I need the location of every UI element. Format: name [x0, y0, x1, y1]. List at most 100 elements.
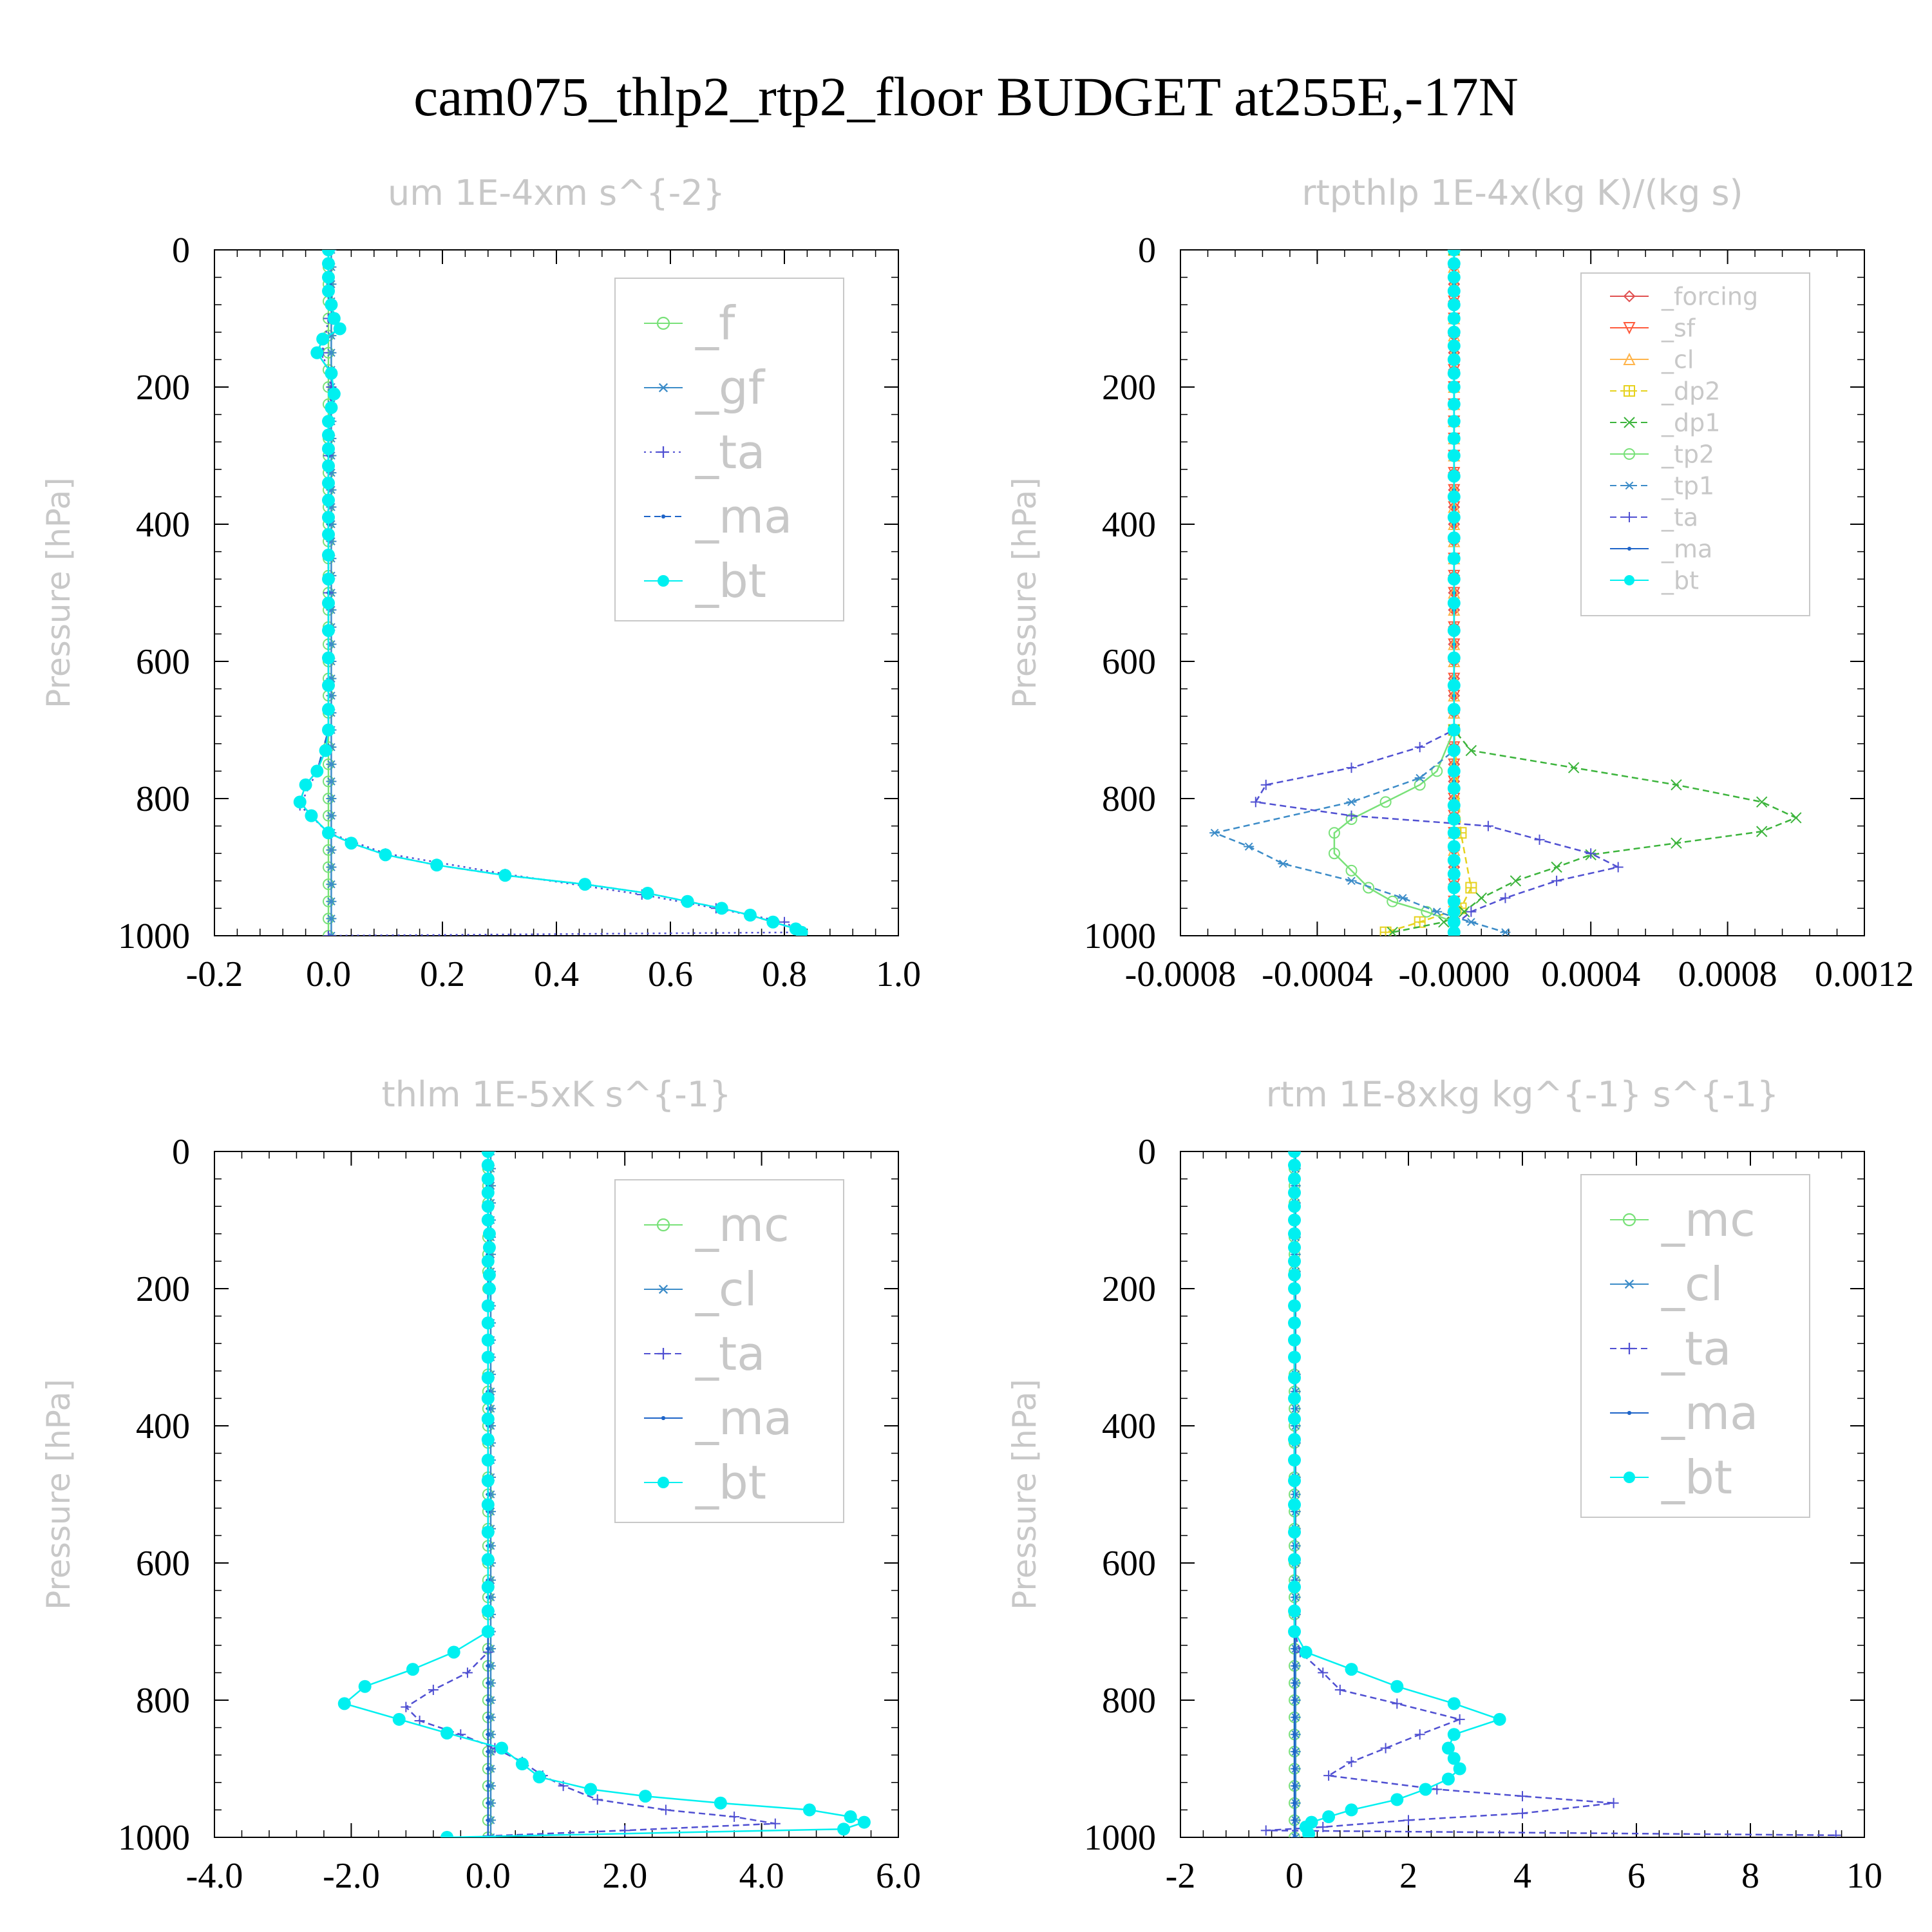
data-point-ta — [1500, 893, 1511, 904]
data-point-bt — [1288, 1474, 1301, 1488]
data-point-bt — [322, 826, 335, 840]
legend-label: _mc — [695, 1198, 790, 1252]
data-point-bt — [1288, 1580, 1301, 1594]
y-tick-label: 400 — [1102, 505, 1156, 545]
data-point-bt — [481, 1371, 495, 1385]
x-tick-label: 0.0008 — [1678, 954, 1777, 994]
data-point-bt — [1288, 1186, 1301, 1199]
data-point-bt — [1447, 925, 1461, 936]
data-point-bt — [714, 1796, 727, 1810]
data-point-ma — [486, 1681, 490, 1685]
legend-entry-mc: _mc — [1610, 1193, 1756, 1247]
data-point-bt — [1288, 1172, 1301, 1186]
data-point-bt — [1447, 744, 1461, 757]
panel-title: rtm 1E-8xkg kg^{-1} s^{-1} — [1266, 1074, 1779, 1115]
data-point-bt — [392, 1712, 406, 1726]
x-tick-label: -0.0004 — [1262, 954, 1373, 994]
y-tick-label: 600 — [136, 642, 190, 682]
panel-2: rtpthlp 1E-4x(kg K)/(kg s) Pressure [hPa]… — [1006, 173, 1914, 994]
data-point-bt — [1447, 1752, 1461, 1765]
data-point-bt — [322, 511, 335, 524]
data-point-dp1 — [1551, 861, 1562, 873]
data-point-bt — [1288, 1255, 1301, 1268]
legend: _mc _cl _ta _ma _bt — [614, 1179, 844, 1523]
series-group — [1209, 250, 1802, 936]
data-point-bt — [481, 1186, 495, 1199]
series-group — [1260, 1151, 1841, 1837]
data-point-ta — [1432, 1784, 1443, 1795]
data-point-bt — [322, 548, 335, 562]
data-point-bt — [1288, 1241, 1301, 1255]
legend-label: _sf — [1661, 314, 1696, 342]
data-point-ma — [486, 1647, 490, 1651]
y-axis-label: Pressure [hPa] — [1006, 477, 1043, 708]
data-point-bt — [1447, 431, 1461, 445]
data-point-bt — [1288, 1159, 1301, 1172]
panel-title: um 1E-4xm s^{-2} — [388, 173, 725, 213]
y-tick-label: 1000 — [1084, 1818, 1156, 1858]
data-point-bt — [481, 1213, 495, 1227]
data-point-bt — [1288, 1268, 1301, 1282]
data-point-tp1 — [1466, 918, 1477, 927]
main-title: cam075_thlp2_rtp2_floor BUDGET at255E,-1… — [413, 66, 1519, 128]
data-point-gf — [326, 777, 337, 786]
legend-label: _tp2 — [1661, 440, 1714, 468]
data-point-ta — [1414, 742, 1425, 753]
legend-label: _ta — [695, 425, 765, 479]
data-point-bt — [481, 1553, 495, 1566]
data-point-bt — [639, 1790, 652, 1803]
series-line-tp1 — [1211, 250, 1506, 933]
data-point-bt — [1288, 1498, 1301, 1511]
data-point-ta — [592, 1794, 603, 1805]
data-point-bt — [1447, 325, 1461, 339]
data-point-bt — [322, 703, 335, 716]
x-tick-label: 0.0012 — [1815, 954, 1914, 994]
data-point-bt — [481, 1526, 495, 1539]
legend-entry-cl: _cl — [1610, 1257, 1723, 1311]
data-point-tp2 — [1414, 779, 1426, 791]
data-point-ma — [486, 1801, 490, 1805]
data-point-bt — [305, 809, 318, 822]
data-point-bt — [447, 1645, 460, 1659]
data-point-ta — [1551, 875, 1562, 886]
legend-label: _ma — [1661, 1386, 1758, 1440]
legend-label: _dp2 — [1661, 377, 1720, 405]
data-point-bt — [1288, 1371, 1301, 1385]
legend-entry-bt: _bt — [1610, 566, 1699, 594]
data-point-gf — [326, 914, 337, 923]
data-point-dp2 — [1379, 926, 1392, 936]
legend-entry-dp2: _dp2 — [1610, 377, 1720, 405]
data-point-bt — [1288, 1392, 1301, 1405]
data-point-cl — [1290, 1833, 1301, 1837]
legend-box — [614, 1179, 844, 1523]
y-tick-label: 200 — [1102, 1269, 1156, 1309]
x-tick-label: 10 — [1846, 1856, 1882, 1896]
data-point-dp1 — [1438, 916, 1450, 928]
y-tick-label: 0 — [1138, 231, 1156, 270]
data-point-bt — [1447, 867, 1461, 881]
data-point-ma — [486, 1715, 490, 1719]
x-tick-label: 1.0 — [876, 954, 921, 994]
legend-label: _gf — [695, 361, 766, 415]
y-tick-label: 200 — [1102, 368, 1156, 408]
data-point-ma — [1293, 1784, 1296, 1788]
x-tick-label: 0.0004 — [1541, 954, 1640, 994]
data-point-bt — [1447, 552, 1461, 565]
data-point-ta — [1517, 1808, 1528, 1819]
data-point-bt — [322, 270, 335, 284]
legend-entry-dp1: _dp1 — [1610, 408, 1720, 437]
data-point-tp2 — [1431, 765, 1443, 777]
legend: _f _gf _ta _ma _bt — [614, 278, 844, 621]
legend-entry-mc: _mc — [644, 1198, 790, 1252]
data-point-bt — [1447, 826, 1461, 840]
y-tick-label: 800 — [1102, 1681, 1156, 1721]
data-point-bt — [1447, 312, 1461, 325]
data-point-bt — [498, 869, 512, 882]
data-point-bt — [310, 346, 324, 359]
y-tick-label: 0 — [172, 1132, 190, 1172]
y-axis-label: Pressure [hPa] — [40, 477, 77, 708]
data-point-bt — [293, 795, 307, 809]
data-point-bt — [1447, 812, 1461, 826]
data-point-bt — [1447, 250, 1461, 256]
